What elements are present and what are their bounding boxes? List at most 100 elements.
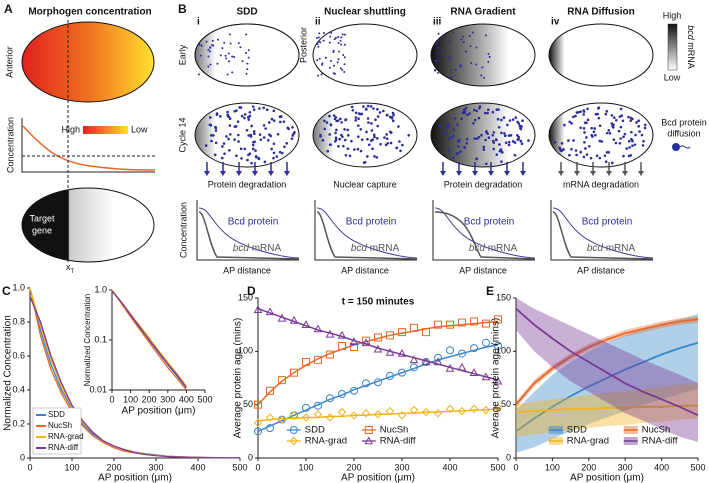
column-title: RNA Gradient (450, 7, 516, 18)
nucleus-dot (511, 140, 515, 143)
nucleus-dot (328, 114, 331, 118)
nucleus-dot (520, 142, 524, 146)
nucleus-dot (222, 142, 226, 145)
marker (482, 319, 490, 328)
label: diffusion (667, 128, 700, 138)
line (515, 318, 699, 406)
nucleus-dot (435, 42, 438, 45)
nucleus-dot (484, 34, 487, 37)
nucleus-dot (247, 118, 251, 121)
protein-curve (316, 207, 418, 259)
marker (397, 348, 407, 357)
nucleus-dot (354, 111, 358, 115)
nucleus-dot (497, 108, 500, 111)
nucleus-dot (199, 54, 202, 57)
nucleus-dot (595, 154, 599, 158)
marker (445, 363, 455, 372)
arrowhead (284, 171, 290, 176)
nucleus-dot (600, 140, 604, 143)
nucleus-dot (517, 137, 521, 141)
nucleus-dot (247, 49, 250, 52)
nucleus-dot (450, 69, 453, 72)
nucleus-dot (243, 147, 246, 151)
numeral: iv (551, 17, 560, 28)
nucleus-dot (235, 154, 238, 157)
nucleus-dot (210, 139, 213, 143)
nucleus-dot (229, 42, 232, 45)
nucleus-dot (462, 41, 465, 44)
nucleus-dot (357, 112, 361, 115)
legend-label: SDD (305, 425, 325, 436)
nucleus-dot (340, 43, 343, 46)
nucleus-dot (365, 130, 368, 134)
protein-curve (552, 207, 654, 259)
nucleus-dot (623, 132, 627, 136)
nucleus-dot (583, 131, 586, 134)
nucleus-dot (320, 73, 323, 76)
column-title: SDD (236, 7, 257, 18)
nucleus-dot (391, 119, 395, 123)
marker (364, 426, 373, 434)
y-tick-label: 100 (238, 346, 253, 356)
axis-label: AP distance (341, 265, 389, 275)
nucleus-dot (333, 117, 337, 121)
nucleus-dot (629, 119, 633, 122)
nucleus-dot (582, 109, 586, 112)
curve-label: mRNA (488, 243, 518, 254)
marker (253, 418, 263, 428)
nucleus-dot (631, 139, 634, 143)
marker (410, 363, 418, 372)
x-tick-label: 500 (690, 462, 705, 472)
nucleus-dot (337, 42, 340, 45)
nucleus-dot (622, 154, 625, 158)
nucleus-dot (509, 134, 513, 137)
nucleus-dot (492, 131, 496, 134)
nucleus-dot (247, 134, 250, 137)
x-tick-label: 200 (581, 462, 596, 472)
nucleus-dot (598, 156, 602, 160)
nucleus-dot (472, 121, 475, 125)
nucleus-dot (386, 141, 390, 145)
marker (493, 376, 503, 385)
nucleus-dot (401, 143, 404, 147)
colorbar-label: bcd mRNA (686, 25, 696, 69)
nucleus-dot (516, 133, 519, 137)
marker (457, 406, 467, 416)
nucleus-dot (461, 111, 465, 115)
nucleus-dot (446, 59, 449, 62)
nucleus-dot (503, 132, 506, 135)
nucleus-dot (326, 149, 330, 153)
nucleus-dot (359, 149, 363, 153)
nucleus-dot (637, 125, 640, 128)
marker (458, 318, 466, 327)
nucleus-dot (228, 149, 231, 152)
nucleus-dot (584, 147, 587, 150)
nucleus-dot (643, 126, 647, 130)
colorbar-label: mRNA (686, 42, 696, 69)
nucleus-dot (339, 117, 342, 121)
nucleus-dot (378, 111, 382, 114)
nucleus-dot (570, 147, 573, 151)
nucleus-dot (475, 109, 478, 113)
y-tick-label: 0 (20, 452, 25, 462)
nucleus-dot (360, 112, 364, 116)
nucleus-dot (434, 68, 437, 71)
nucleus-dot (641, 144, 645, 147)
marker (313, 324, 323, 333)
nucleus-dot (343, 33, 346, 36)
y-tick-label: 1.0 (94, 284, 107, 294)
arrowhead (236, 171, 242, 176)
nucleus-dot (487, 60, 490, 63)
marker (337, 330, 347, 339)
nucleus-dot (459, 65, 462, 68)
nucleus-dot (598, 139, 602, 143)
axis (314, 200, 417, 261)
nucleus-dot (225, 135, 228, 138)
nucleus-dot (527, 139, 530, 142)
x-tick-label: 400 (190, 462, 205, 472)
nucleus-dot (240, 157, 243, 160)
nucleus-dot (574, 114, 577, 118)
nucleus-dot (247, 153, 250, 157)
nucleus-dot (339, 67, 342, 70)
nucleus-dot (634, 133, 637, 137)
